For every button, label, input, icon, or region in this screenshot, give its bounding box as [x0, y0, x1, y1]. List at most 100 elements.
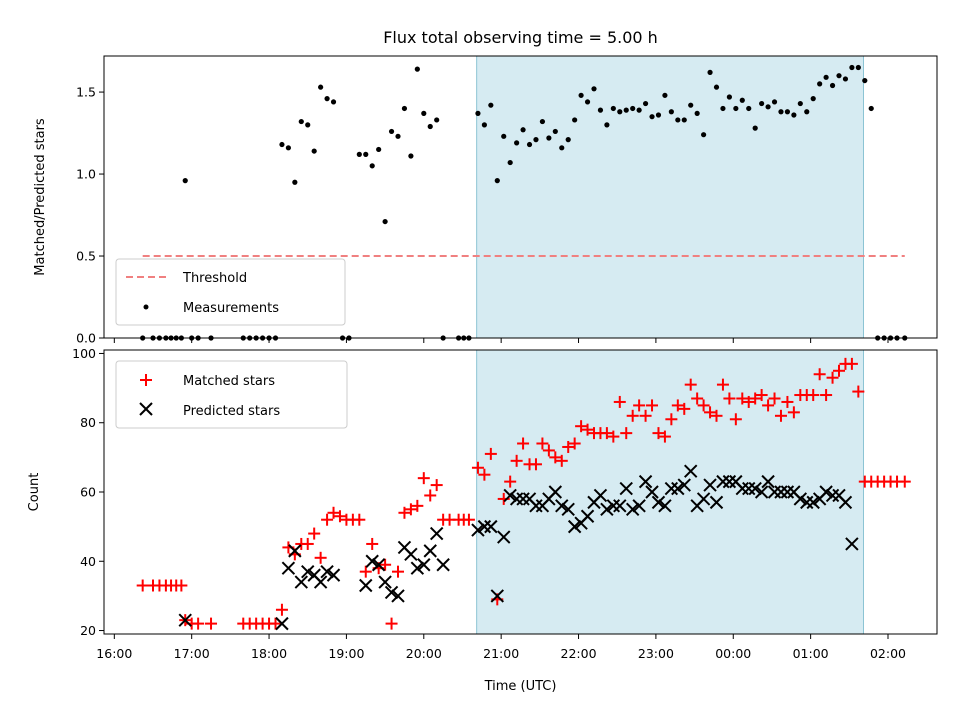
predicted-star-point: [490, 589, 504, 603]
matched-star-point: [269, 617, 282, 630]
matched-star-point: [321, 513, 334, 526]
matched-star-point: [504, 475, 517, 488]
matched-star-point: [562, 440, 575, 453]
matched-star-point: [639, 409, 652, 422]
predicted-star-point: [613, 499, 627, 513]
measurement-point: [514, 140, 520, 146]
x-tick-label: 20:00: [406, 646, 442, 661]
matched-star-point: [430, 479, 443, 492]
matched-star-point: [471, 461, 484, 474]
measurement-point: [823, 74, 829, 80]
observing-window-shade: [476, 55, 864, 339]
matched-star-point: [845, 357, 858, 370]
matched-star-point: [658, 430, 671, 443]
measurement-point: [817, 81, 823, 87]
predicted-star-point: [845, 537, 859, 551]
predicted-star-point: [275, 616, 289, 631]
measurement-point: [363, 151, 369, 157]
legend-predicted-label: Predicted stars: [183, 404, 280, 419]
matched-star-point: [691, 392, 704, 405]
measurement-point: [369, 163, 375, 169]
matched-star-point: [736, 392, 749, 405]
top-y-ticks: 0.0 0.5 1.0 1.5: [76, 85, 104, 346]
predicted-star-point: [735, 481, 749, 496]
matched-star-point: [581, 423, 594, 436]
predicted-star-point: [359, 578, 373, 593]
matched-star-point: [716, 378, 729, 391]
predicted-star-point: [561, 502, 575, 517]
matched-star-point: [366, 537, 379, 550]
predicted-star-point: [800, 495, 814, 510]
measurement-point: [408, 153, 414, 159]
matched-star-point: [392, 565, 404, 578]
matched-star-point: [671, 399, 684, 412]
measurement-point: [572, 117, 578, 123]
measurement-point: [804, 109, 810, 115]
measurement-point: [494, 178, 500, 184]
measurement-point: [382, 218, 388, 225]
matched-star-point: [379, 558, 392, 571]
measurement-point: [182, 178, 188, 184]
matched-star-point: [820, 389, 833, 402]
top-y-axis-label: Matched/Predicted stars: [33, 118, 48, 276]
matched-star-point: [314, 551, 327, 564]
bottom-x-axis-label: Time (UTC): [484, 679, 557, 694]
predicted-star-point: [664, 481, 679, 496]
predicted-star-point: [391, 589, 405, 603]
predicted-star-point: [774, 485, 788, 499]
predicted-star-point: [509, 492, 524, 506]
predicted-star-point: [410, 561, 425, 575]
matched-star-point: [607, 430, 620, 443]
count-panel: 20 40 60 80 100 16:00 17:00 18:00 19:00 20:00 21:…: [27, 346, 938, 694]
predicted-star-point: [477, 519, 492, 534]
matched-star-point: [768, 392, 781, 405]
matched-star-point: [510, 454, 523, 467]
measurement-point: [298, 118, 304, 125]
predicted-star-point: [516, 492, 530, 506]
legend-matched-swatch: [140, 374, 152, 386]
matched-star-point: [833, 364, 845, 377]
measurement-point: [539, 118, 546, 125]
matched-star-point: [549, 451, 562, 464]
measurement-point: [797, 100, 803, 107]
matched-star-point: [308, 527, 321, 540]
y-tick-label: 20: [80, 623, 96, 638]
predicted-star-point: [716, 474, 730, 489]
predicted-star-point: [780, 485, 795, 499]
predicted-star-point: [761, 474, 775, 489]
predicted-star-point: [606, 499, 621, 513]
measurement-point: [655, 112, 662, 118]
legend-threshold-label: Threshold: [182, 271, 247, 286]
matched-star-point: [781, 395, 794, 408]
measurement-point: [675, 117, 681, 123]
measurement-point: [688, 102, 694, 108]
measurement-point: [533, 137, 539, 143]
predicted-star-point: [288, 544, 302, 558]
predicted-star-point: [806, 495, 820, 510]
measurement-point: [591, 86, 597, 92]
measurement-point: [623, 107, 629, 113]
measurement-point: [279, 141, 285, 148]
matched-star-point: [536, 437, 549, 450]
legend-predicted-swatch: [139, 402, 153, 416]
predicted-star-point: [651, 495, 666, 510]
bottom-x-ticks: 16:00 17:00 18:00 19:00 20:00 21:00 22:00 23:00…: [96, 634, 906, 661]
measurement-point: [311, 148, 317, 154]
legend-measurements-swatch: [143, 304, 149, 310]
measurement-point: [771, 99, 778, 105]
measurement-point: [578, 92, 584, 98]
predicted-star-point: [484, 519, 498, 534]
matched-star-point: [529, 458, 542, 471]
measurement-point: [784, 109, 791, 115]
predicted-star-point: [378, 575, 392, 589]
measurement-point: [604, 122, 610, 128]
predicted-star-point: [722, 474, 737, 489]
measurement-point: [584, 99, 591, 105]
measurement-point: [292, 179, 298, 185]
matched-star-point: [301, 537, 314, 550]
predicted-star-point: [294, 575, 308, 589]
predicted-star-point: [638, 474, 653, 489]
measurement-point: [778, 109, 784, 115]
measurement-point: [662, 92, 668, 98]
